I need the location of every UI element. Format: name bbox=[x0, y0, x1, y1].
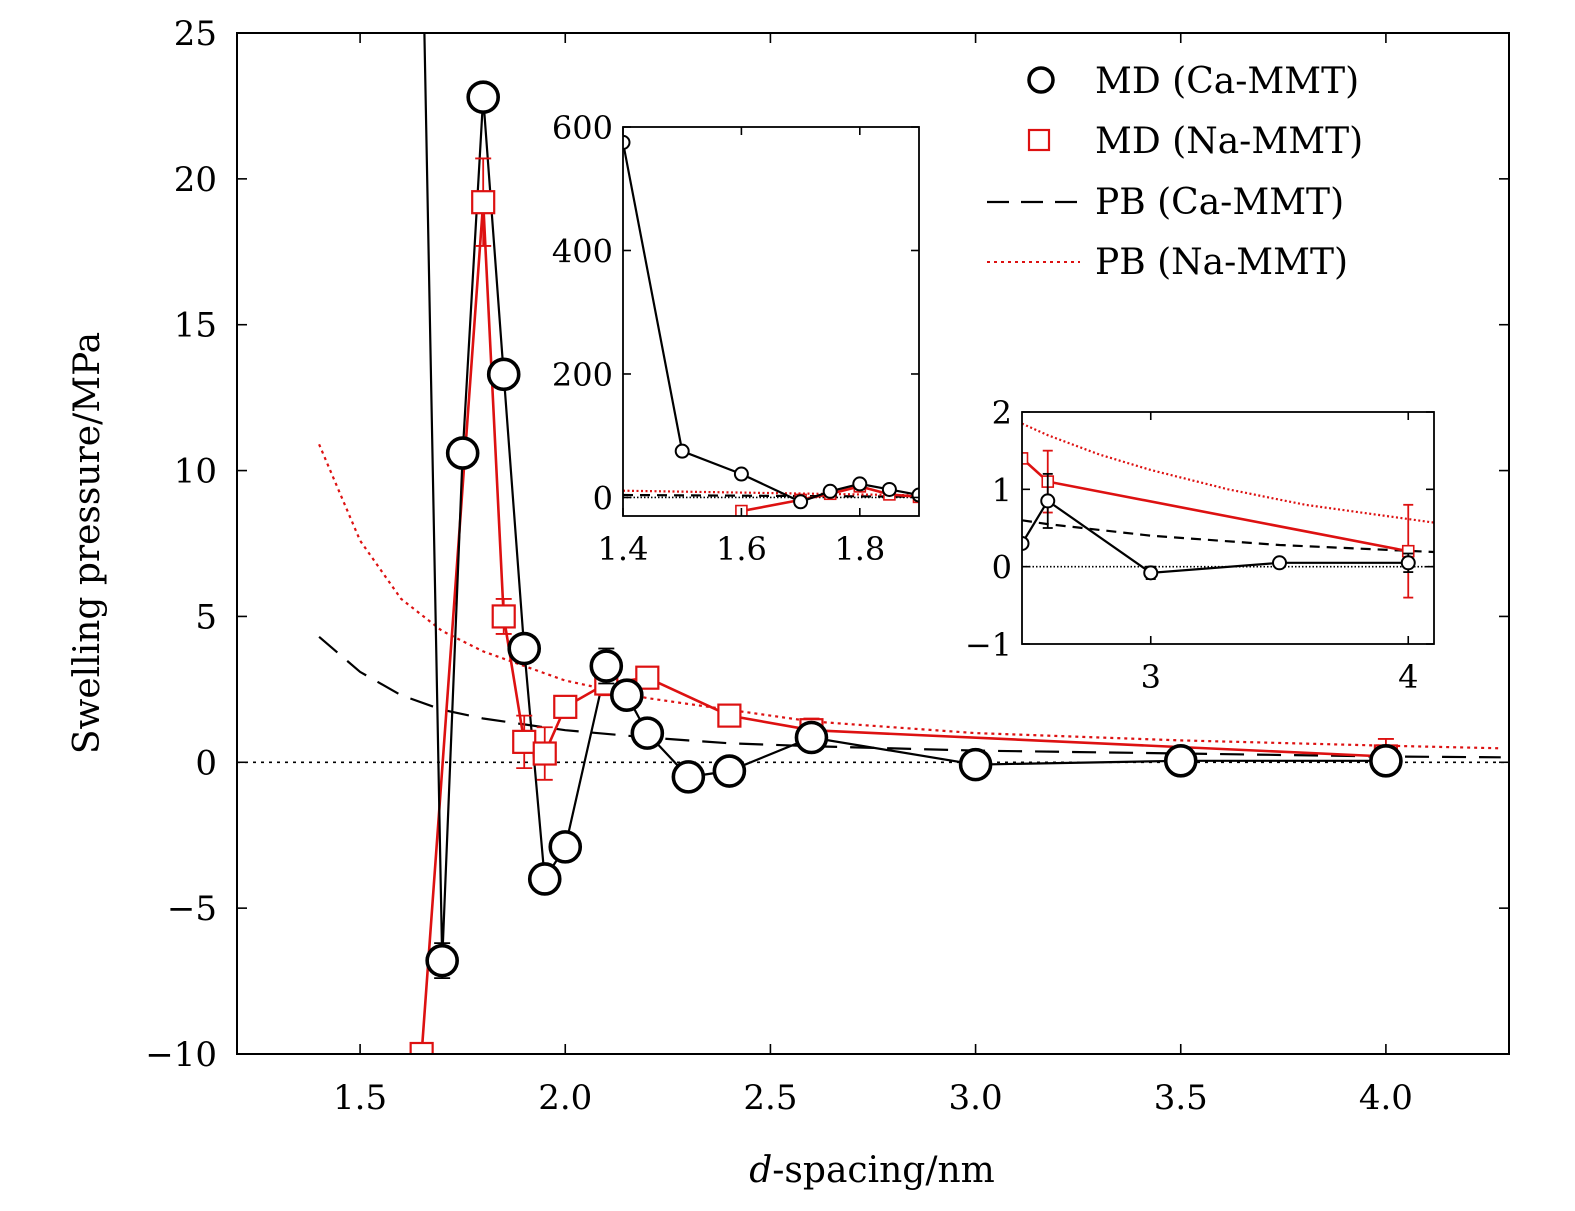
curve-pb-ca-mmt- bbox=[1022, 519, 1434, 554]
point-md-ca-mmt- bbox=[1040, 493, 1056, 509]
point-md-ca-mmt- bbox=[623, 134, 631, 150]
legend-entry-pb-ca: PB (Ca-MMT) bbox=[987, 182, 1344, 223]
point-md-ca-mmt- bbox=[610, 678, 644, 712]
point-md-ca-mmt- bbox=[548, 830, 583, 864]
y-tick-label: 1 bbox=[992, 471, 1012, 509]
point-md-ca-mmt- bbox=[486, 357, 521, 392]
plot-area bbox=[318, 33, 1501, 1054]
y-tick-label: 10 bbox=[174, 452, 217, 492]
y-tick-label: 0 bbox=[593, 479, 613, 517]
point-md-ca-mmt- bbox=[1143, 565, 1159, 581]
legend-entry-md-na: MD (Na-MMT) bbox=[1027, 121, 1363, 162]
y-tick-label: 0 bbox=[992, 549, 1012, 587]
point-md-na-mmt- bbox=[553, 694, 578, 719]
plot-area bbox=[1022, 422, 1434, 599]
point-md-ca-mmt- bbox=[671, 760, 706, 794]
point-md-ca-mmt- bbox=[712, 754, 747, 788]
x-tick-label: 4.0 bbox=[1359, 1078, 1413, 1118]
point-md-ca-mmt- bbox=[733, 466, 749, 482]
point-md-na-mmt- bbox=[409, 1041, 434, 1054]
legend-circle-marker bbox=[1027, 66, 1055, 94]
point-md-ca-mmt- bbox=[794, 720, 829, 755]
x-tick-label: 2.0 bbox=[538, 1078, 592, 1118]
x-tick-label: 1.6 bbox=[716, 530, 767, 568]
point-md-na-mmt- bbox=[471, 190, 496, 215]
legend-square-marker bbox=[1027, 128, 1051, 152]
point-md-ca-mmt- bbox=[1272, 555, 1287, 571]
point-md-ca-mmt- bbox=[527, 862, 562, 896]
point-md-na-mmt- bbox=[512, 729, 537, 754]
point-md-na-mmt- bbox=[717, 703, 742, 728]
plot-background bbox=[1022, 412, 1434, 644]
point-md-ca-mmt- bbox=[630, 716, 665, 750]
inset-long-spacing: 3 4 −1 0 1 2 bbox=[965, 394, 1435, 696]
y-tick-label: 200 bbox=[552, 356, 613, 394]
point-md-ca-mmt- bbox=[507, 631, 542, 666]
legend-label-pb-ca: PB (Ca-MMT) bbox=[1095, 182, 1344, 223]
x-tick-label: 3.0 bbox=[949, 1078, 1003, 1118]
legend-entry-pb-na: PB (Na-MMT) bbox=[987, 242, 1348, 283]
point-md-ca-mmt- bbox=[852, 476, 868, 492]
legend-label-md-na: MD (Na-MMT) bbox=[1095, 121, 1363, 162]
point-md-ca-mmt- bbox=[466, 80, 500, 114]
y-axis-label: Swelling pressure/MPa bbox=[67, 332, 108, 754]
x-tick-label: 3.5 bbox=[1154, 1078, 1208, 1118]
x-tick-label: 1.5 bbox=[333, 1078, 387, 1118]
plot-frame bbox=[622, 126, 920, 517]
plot-frame bbox=[1021, 411, 1435, 645]
point-md-ca-mmt- bbox=[793, 494, 809, 510]
x-tick-label: 3 bbox=[1141, 658, 1161, 696]
curve-pb-ca-mmt- bbox=[318, 635, 1501, 759]
point-md-ca-mmt- bbox=[958, 747, 993, 782]
point-md-na-mmt- bbox=[1022, 452, 1029, 465]
x-axis-label: d-spacing/nm bbox=[749, 1150, 995, 1191]
y-tick-label: 2 bbox=[992, 394, 1012, 432]
legend-entry-md-ca: MD (Ca-MMT) bbox=[1027, 61, 1359, 102]
inset-short-spacing: 1.4 1.6 1.8 0 200 400 600 bbox=[552, 109, 920, 568]
y-tick-label: 600 bbox=[552, 109, 613, 147]
x-tick-label: 1.8 bbox=[834, 530, 885, 568]
y-tick-label: 400 bbox=[552, 232, 613, 270]
point-md-ca-mmt- bbox=[674, 443, 690, 459]
x-tick-label: 1.4 bbox=[598, 530, 649, 568]
curve-pb-na-mmt- bbox=[1022, 422, 1434, 524]
point-md-na-mmt- bbox=[491, 604, 516, 629]
legend-label-md-ca: MD (Ca-MMT) bbox=[1095, 61, 1359, 102]
y-tick-label: 0 bbox=[195, 743, 217, 783]
legend: MD (Ca-MMT) MD (Na-MMT) PB (Ca-MMT) PB (… bbox=[987, 61, 1363, 283]
y-tick-label: 20 bbox=[174, 160, 217, 200]
plot-frame bbox=[236, 32, 1510, 1055]
point-md-na-mmt- bbox=[635, 665, 660, 690]
point-md-ca-mmt- bbox=[445, 436, 480, 470]
point-md-ca-mmt- bbox=[822, 483, 838, 499]
y-tick-label: −5 bbox=[167, 889, 217, 929]
x-tick-label: 2.5 bbox=[743, 1078, 797, 1118]
x-tick-label: 4 bbox=[1398, 658, 1418, 696]
legend-label-pb-na: PB (Na-MMT) bbox=[1095, 242, 1348, 283]
point-md-ca-mmt- bbox=[1022, 535, 1030, 551]
y-tick-label: −10 bbox=[145, 1035, 217, 1075]
y-tick-label: 15 bbox=[174, 306, 217, 346]
y-tick-label: 5 bbox=[195, 597, 217, 637]
curve-pb-na-mmt- bbox=[318, 443, 1501, 750]
point-md-ca-mmt- bbox=[425, 943, 459, 978]
point-md-ca-mmt- bbox=[589, 649, 624, 683]
x-axis-label-unit: -spacing/nm bbox=[772, 1150, 995, 1191]
x-axis-label-variable: d bbox=[749, 1150, 772, 1191]
point-md-ca-mmt- bbox=[1400, 555, 1416, 571]
y-tick-label: 25 bbox=[174, 14, 217, 54]
point-md-na-mmt- bbox=[532, 741, 557, 766]
point-md-ca-mmt- bbox=[881, 481, 897, 497]
curve-pb-ca-mmt- bbox=[623, 493, 919, 498]
plot-background bbox=[623, 127, 919, 516]
y-tick-label: −1 bbox=[965, 626, 1012, 664]
point-md-ca-mmt- bbox=[1369, 744, 1403, 778]
point-md-ca-mmt- bbox=[1163, 744, 1198, 778]
